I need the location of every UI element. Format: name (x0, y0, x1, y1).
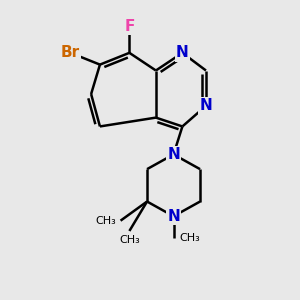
Text: F: F (124, 19, 135, 34)
Text: Br: Br (61, 45, 80, 60)
Text: CH₃: CH₃ (95, 216, 116, 226)
Text: N: N (176, 45, 189, 60)
Text: N: N (167, 147, 180, 162)
Text: N: N (200, 98, 212, 113)
Text: CH₃: CH₃ (179, 233, 200, 243)
Text: CH₃: CH₃ (119, 236, 140, 245)
Text: N: N (167, 209, 180, 224)
